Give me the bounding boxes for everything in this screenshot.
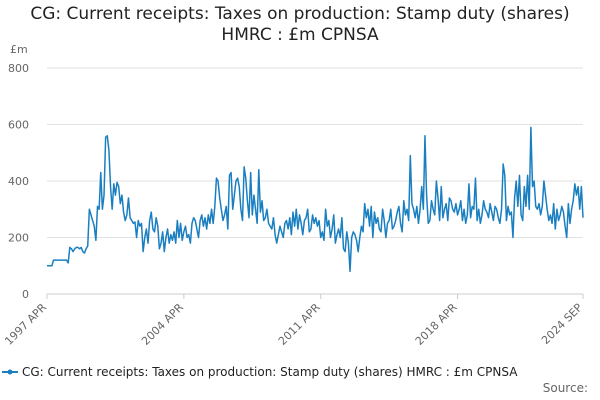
legend-label: CG: Current receipts: Taxes on productio… <box>22 365 518 379</box>
y-tick-label: 800 <box>8 62 29 75</box>
x-tick-label: 2004 APR <box>139 301 186 348</box>
x-tick-label: 1997 APR <box>2 301 49 348</box>
legend-marker <box>7 369 13 375</box>
source: Source: <box>543 381 588 395</box>
y-tick-label: 0 <box>22 288 29 301</box>
series-line <box>47 126 584 273</box>
y-tick-label: 200 <box>8 232 29 245</box>
x-tick-label: 2011 APR <box>276 301 323 348</box>
x-tick-label: 2018 APR <box>413 301 460 348</box>
chart-title: CG: Current receipts: Taxes on productio… <box>30 4 570 45</box>
y-tick-label: 600 <box>8 119 29 132</box>
y-axis-label: £m <box>10 43 28 56</box>
y-tick-label: 400 <box>8 175 29 188</box>
x-tick-label: 2024 SEP <box>539 301 585 347</box>
